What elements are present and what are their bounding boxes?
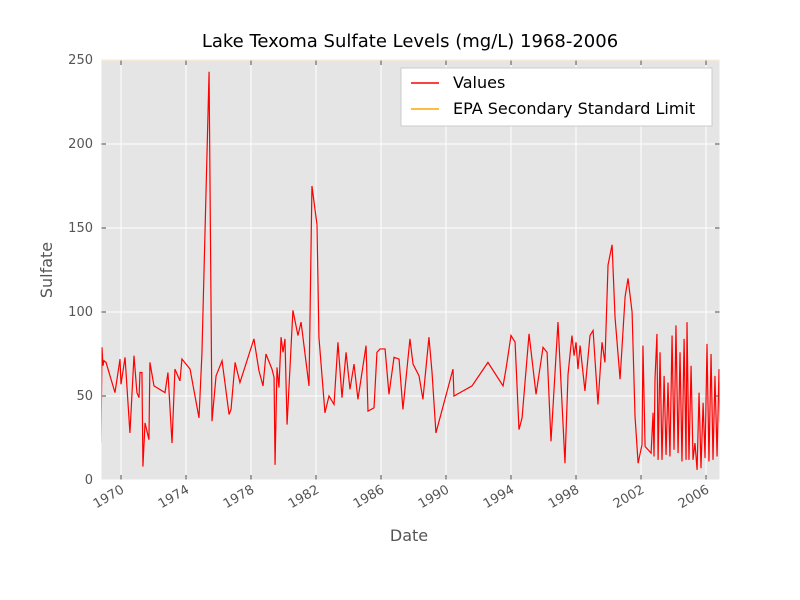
data-line bbox=[101, 71, 720, 470]
grid bbox=[101, 59, 720, 481]
x-tick-label: 1986 bbox=[351, 482, 387, 512]
y-tick-label: 150 bbox=[68, 221, 93, 236]
y-tick-label: 50 bbox=[76, 389, 93, 404]
x-tick-label: 1994 bbox=[481, 482, 517, 512]
x-tick-label: 2002 bbox=[611, 482, 647, 512]
plot-frame bbox=[100, 59, 721, 481]
x-tick-label: 1990 bbox=[416, 482, 452, 512]
x-tick-label: 1982 bbox=[286, 482, 322, 512]
legend-label: EPA Secondary Standard Limit bbox=[453, 99, 695, 118]
y-tick-label: 200 bbox=[68, 137, 93, 152]
x-tick-label: 2006 bbox=[676, 482, 712, 512]
x-tick-label: 1970 bbox=[91, 482, 127, 512]
y-tick-label: 100 bbox=[68, 305, 93, 320]
legend-box bbox=[400, 67, 713, 127]
y-tick-label: 250 bbox=[68, 53, 93, 68]
x-tick-label: 1978 bbox=[221, 482, 257, 512]
chart-title: Lake Texoma Sulfate Levels (mg/L) 1968-2… bbox=[202, 31, 618, 52]
x-tick-label: 1998 bbox=[546, 482, 582, 512]
x-axis-label: Date bbox=[390, 526, 428, 545]
legend: Values EPA Secondary Standard Limit bbox=[400, 67, 713, 127]
y-axis-label: Sulfate bbox=[37, 242, 56, 298]
y-tick-label: 0 bbox=[85, 473, 93, 488]
x-tick-label: 1974 bbox=[156, 482, 192, 512]
legend-label: Values bbox=[453, 73, 505, 92]
